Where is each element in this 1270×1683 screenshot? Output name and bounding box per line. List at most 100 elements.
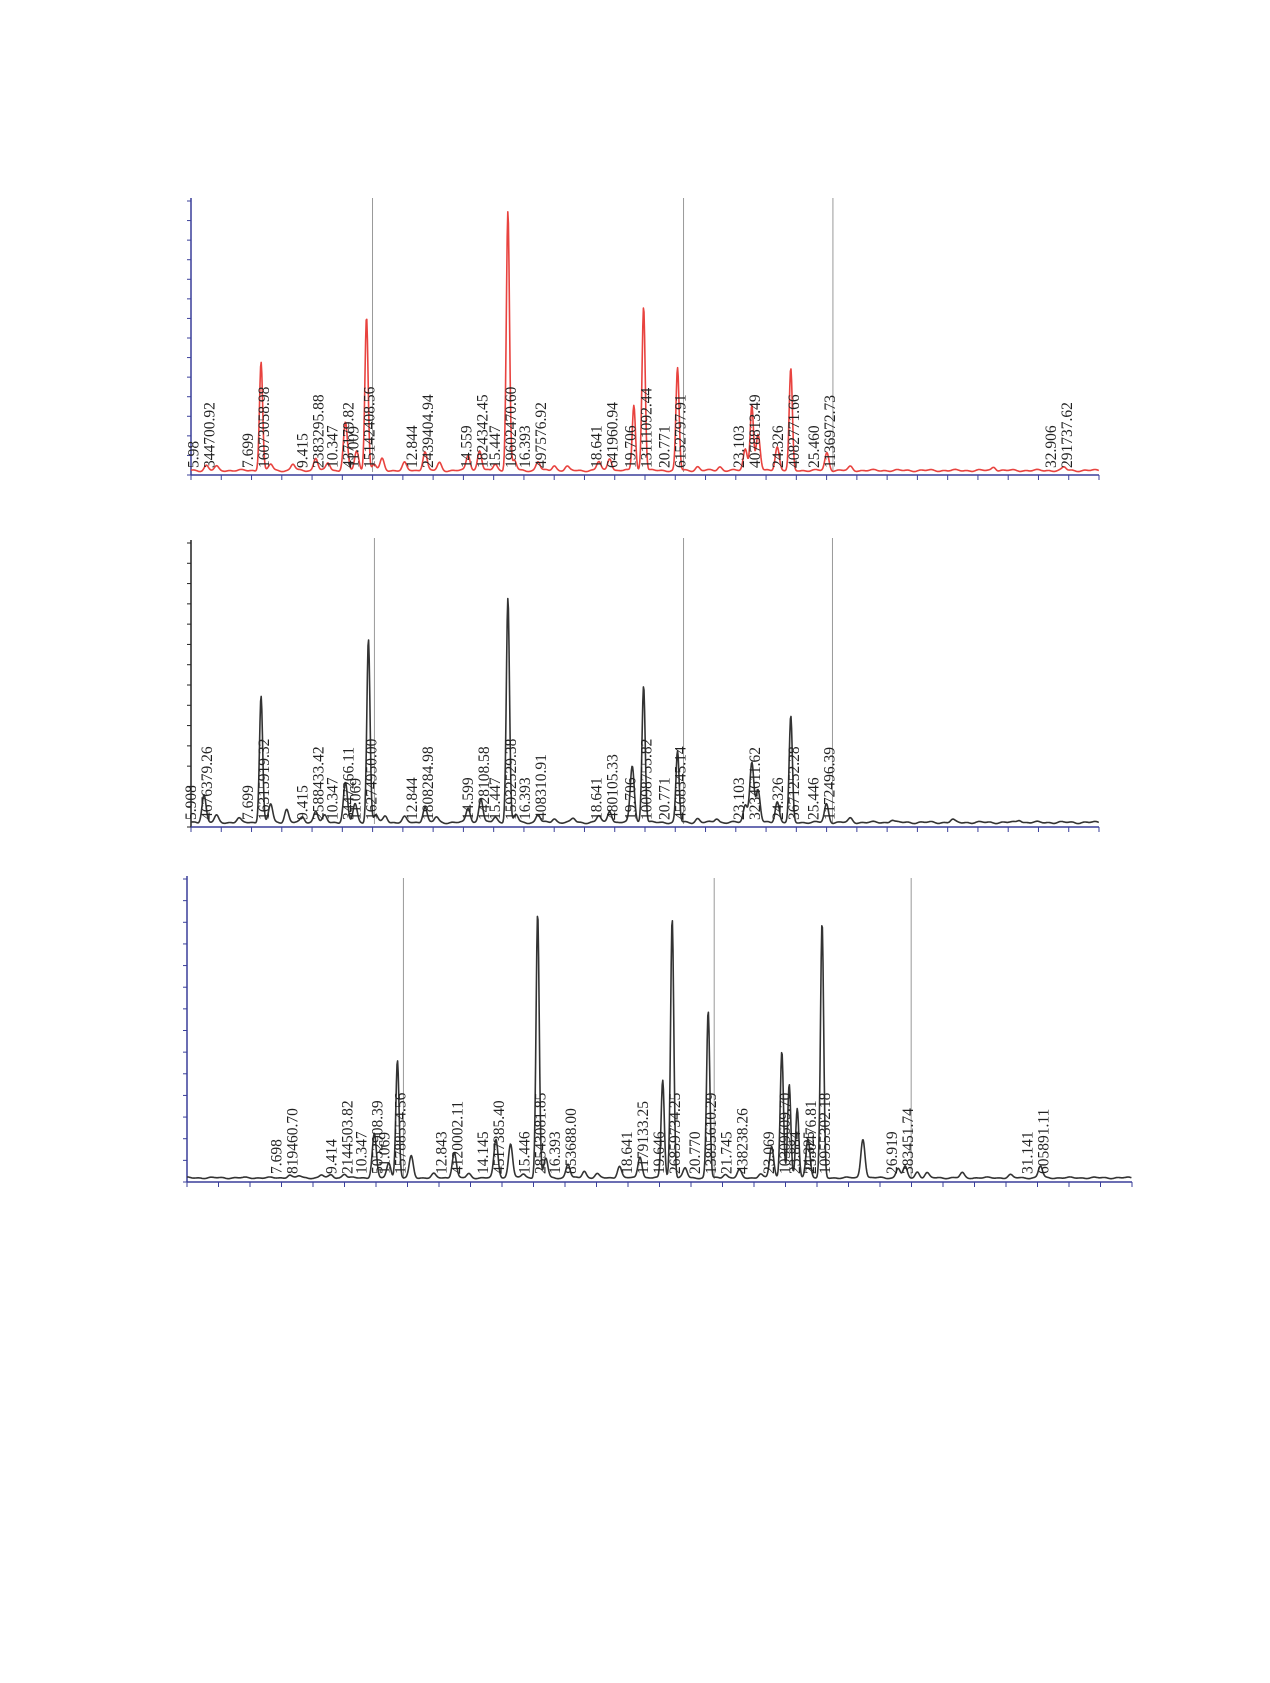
peak-retention-time-label: 25.446: [806, 777, 823, 820]
peak-retention-time-label: 7.699: [240, 785, 257, 820]
peak-retention-time-label: 23.103: [731, 777, 748, 820]
peak-area-label: 291737.62: [1059, 402, 1076, 468]
peak-retention-time-label: 15.447: [487, 777, 504, 820]
peak-retention-time-label: 7.699: [240, 433, 257, 468]
peak-area-label: 4120002.11: [449, 1101, 466, 1174]
peak-area-label: 4517385.40: [491, 1100, 508, 1174]
peak-retention-time-label: 11.069: [347, 778, 364, 820]
peak-retention-time-label: 20.771: [657, 777, 674, 820]
peak-retention-time-label: 12.843: [433, 1131, 450, 1174]
peak-retention-time-label: 24.326: [770, 777, 787, 820]
peak-retention-time-label: 18.641: [589, 777, 606, 820]
peak-retention-time-label: 10.347: [324, 777, 341, 820]
peak-retention-time-label: 31.141: [1019, 1131, 1036, 1174]
peak-area-label: 16274950.00: [363, 738, 380, 820]
peak-retention-time-label: 21.745: [718, 1131, 735, 1174]
peak-retention-time-label: 16.393: [517, 777, 534, 820]
peak-area-label: 1136972.73: [822, 395, 839, 468]
chromatogram-panel-1: 5.98 344700.92 7.699 16073058.98 9.415 238329…: [185, 198, 1100, 480]
peak-retention-time-label: 18.641: [619, 1131, 636, 1174]
peak-area-label: 1179133.25: [635, 1101, 652, 1174]
peak-area-label: 16315919.32: [256, 739, 273, 820]
peak-retention-time-label: 19.706: [623, 777, 640, 820]
peak-retention-time-label: 20.771: [657, 425, 674, 468]
peak-retention-time-label: 15.446: [517, 1131, 534, 1174]
peak-retention-time-label: 5.908: [183, 785, 200, 820]
peak-area-label: 4078813.49: [747, 394, 764, 468]
peak-retention-time-label: 19.646: [651, 1131, 668, 1174]
peak-area-label: 437179.82: [340, 402, 357, 468]
peak-area-label: 1808284.98: [420, 746, 437, 820]
peak-retention-time-label: 16.393: [517, 425, 534, 468]
peak-retention-time-label: 25.460: [806, 425, 823, 468]
peak-area-label: 3234611.62: [747, 747, 764, 820]
peak-area-label: 19602470.60: [503, 386, 520, 468]
peak-area-label: 1428108.58: [476, 746, 493, 820]
peak-retention-time-label: 14.599: [460, 777, 477, 820]
peak-area-label: 3447266.11: [340, 747, 357, 820]
peak-retention-time-label: 32.906: [1043, 425, 1060, 468]
peak-area-label: 10955302.18: [817, 1092, 834, 1174]
peak-area-label: 438238.26: [734, 1108, 751, 1174]
peak-retention-time-label: 24.325: [801, 1131, 818, 1174]
peak-area-label: 819460.70: [284, 1108, 301, 1174]
peak-area-label: 2383295.88: [311, 394, 328, 468]
peak-retention-time-label: 11.069: [376, 1132, 393, 1174]
peak-area-label: 4082771.66: [786, 394, 803, 468]
peak-area-label: 13895610.29: [703, 1092, 720, 1174]
peak-area-label: 383451.74: [900, 1108, 917, 1174]
chromatogram-trace: [186, 915, 1132, 1180]
peak-retention-time-label: 23.103: [731, 425, 748, 468]
chromatogram-trace: [190, 597, 1100, 825]
peak-retention-time-label: 14.145: [475, 1131, 492, 1174]
peak-area-label: 4568345.14: [673, 746, 690, 820]
peak-area-label: 853688.00: [563, 1108, 580, 1174]
peak-area-label: 2550476.81: [803, 1100, 820, 1174]
peak-area-label: 408310.91: [533, 754, 550, 820]
peak-area-label: 10309609.70: [777, 1092, 794, 1174]
peak-area-label: 26859734.25: [667, 1092, 684, 1174]
peak-area-label: 344700.92: [201, 402, 218, 468]
chromatogram-panel-2: 5.908 4676379.26 7.699 16315919.32 9.415 2588…: [183, 538, 1100, 832]
peak-area-label: 15142408.56: [362, 386, 379, 468]
peak-retention-time-label: 14.559: [459, 425, 476, 468]
peak-area-label: 2439404.94: [420, 394, 437, 468]
peak-area-label: 16073058.98: [256, 386, 273, 468]
peak-retention-time-label: 7.698: [268, 1139, 285, 1174]
peak-retention-time-label: 10.347: [353, 1131, 370, 1174]
peak-retention-time-label: 9.415: [295, 433, 312, 468]
peak-area-label: 641960.94: [605, 402, 622, 468]
peak-retention-time-label: 18.641: [589, 425, 606, 468]
peak-retention-time-label: 23.069: [761, 1131, 778, 1174]
peak-area-label: 6152797.91: [673, 394, 690, 468]
peak-retention-time-label: 9.415: [295, 785, 312, 820]
peak-retention-time-label: 26.919: [884, 1131, 901, 1174]
peak-area-label: 28543081.85: [533, 1092, 550, 1174]
peak-area-label: 3671252.28: [786, 746, 803, 820]
peak-area-label: 497576.92: [533, 402, 550, 468]
peak-retention-time-label: 5.98: [185, 441, 202, 468]
peak-area-label: 5052908.39: [369, 1100, 386, 1174]
peak-retention-time-label: 15.447: [487, 425, 504, 468]
peak-retention-time-label: 12.844: [404, 425, 421, 468]
peak-retention-time-label: 12.844: [404, 777, 421, 820]
peak-area-label: 15932529.38: [503, 738, 520, 820]
peak-area-label: 1824342.45: [475, 394, 492, 468]
peak-area-label: 2144503.82: [339, 1100, 356, 1174]
peak-area-label: 2588433.42: [311, 746, 328, 820]
peak-retention-time-label: 9.414: [323, 1139, 340, 1174]
peak-retention-time-label: 20.770: [687, 1131, 704, 1174]
peak-retention-time-label: 19.706: [623, 425, 640, 468]
peak-area-label: 4676379.26: [199, 746, 216, 820]
peak-area-label: 605891.11: [1035, 1109, 1052, 1174]
peak-area-label: 1172496.39: [822, 747, 839, 820]
peak-area-label: 15788554.56: [392, 1092, 409, 1174]
peak-retention-time-label: 11.009: [346, 426, 363, 468]
peak-area-label: 10098755.82: [639, 739, 656, 820]
peak-retention-time-label: 10.347: [324, 425, 341, 468]
peak-retention-time-label: 23.884: [787, 1131, 804, 1174]
peak-area-label: 13111092.44: [639, 388, 656, 468]
peak-retention-time-label: 24.326: [770, 425, 787, 468]
